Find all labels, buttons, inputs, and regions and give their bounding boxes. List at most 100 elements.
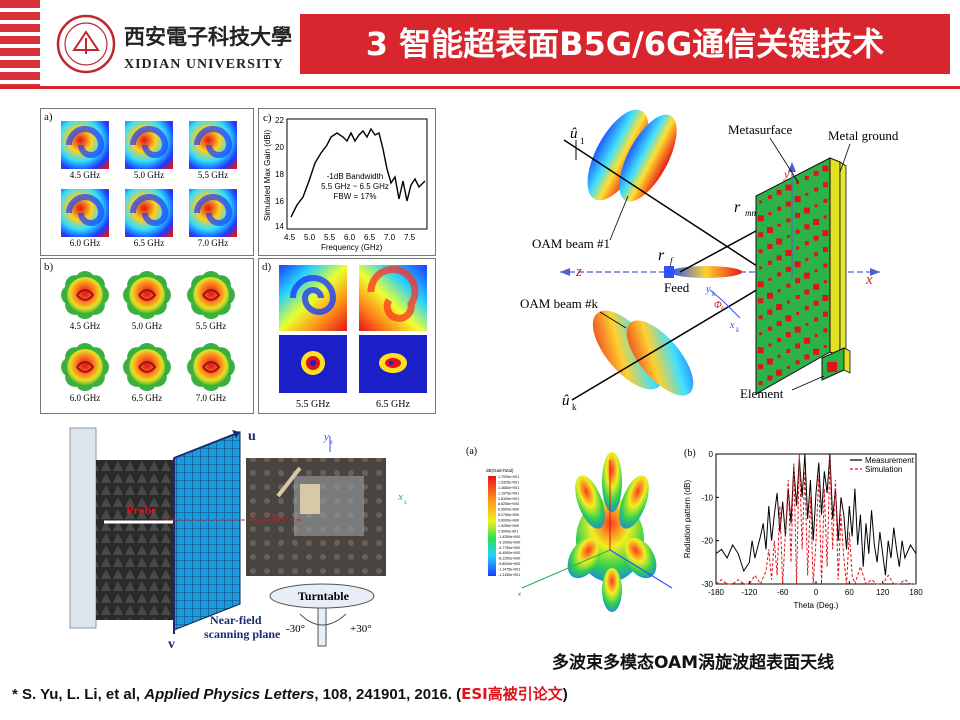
metasurface-element (823, 215, 827, 219)
element-label: Element (740, 386, 784, 401)
feed-label: Feed (664, 280, 690, 295)
metasurface-element (786, 365, 790, 369)
gain-plot: c) 22 20 18 16 14 4.5 5.0 5.5 6.0 6.5 7.0 7.5 Freq… (263, 112, 428, 252)
svg-text:dB(GainTotal): dB(GainTotal) (486, 468, 514, 473)
x-tick-label: 180 (909, 588, 923, 597)
svg-text:=3m: =3m (263, 511, 284, 523)
svg-text:5.5: 5.5 (324, 233, 336, 242)
metasurface-element (814, 334, 818, 338)
panel-d-label: d) (262, 261, 272, 273)
colorbar-tick: 1.7000e+001 (498, 475, 519, 479)
metasurface-element (786, 283, 791, 288)
metasurface-element (822, 246, 828, 252)
antenna-caption: 多波束多模态OAM涡旋波超表面天线 (552, 653, 835, 673)
colorbar-tick: 1.9250e+000 (498, 524, 519, 528)
y-tick-label: 0 (709, 450, 714, 459)
svg-text:scanning plane: scanning plane (204, 627, 281, 641)
metasurface-element (785, 249, 792, 256)
metasurface-element (786, 349, 791, 354)
metasurface-element (795, 278, 801, 284)
metasurface-element (785, 201, 791, 207)
x-axis-label: Theta (Deg.) (794, 601, 839, 610)
panel-d-near-field: d) 5.5 GHz 6.5 GHz (258, 258, 436, 414)
metasurface-element (767, 309, 773, 315)
svg-text:FBW = 17%: FBW = 17% (334, 192, 377, 201)
panel-b-3d-patterns: b) 4.5 GHz 5.0 GHz 5.5 GHz 6.0 GHz 6.5 GHz 7.… (40, 258, 254, 414)
metasurface-element (766, 226, 773, 233)
svg-text:5.5 GHz ~ 6.5 GHz: 5.5 GHz ~ 6.5 GHz (321, 182, 389, 191)
phase-map-caption: 6.0 GHz (70, 238, 101, 248)
colorbar-tick: -8.1250e+000 (498, 557, 520, 561)
reference-citation: * S. Yu, L. Li, et al, Applied Physics L… (12, 685, 568, 703)
colorbar-tick: 8.6250e+000 (498, 502, 519, 506)
phase-map-caption: 5.5 GHz (198, 170, 229, 180)
svg-text:z: z (251, 511, 257, 523)
panel-c-label: c) (263, 112, 272, 124)
pattern-3d-label: (a) (466, 446, 477, 457)
metasurface-element (776, 255, 782, 261)
metasurface-element (768, 212, 772, 216)
svg-text:-1dB Bandwidth: -1dB Bandwidth (327, 172, 383, 181)
svg-text:r: r (734, 199, 741, 216)
colorbar-tick: 6.9500e+000 (498, 508, 519, 512)
metasurface-element (767, 260, 772, 265)
pattern-blob (567, 452, 657, 612)
metasurface-element (785, 266, 791, 272)
svg-text:s: s (330, 438, 333, 446)
svg-text:y: y (783, 167, 790, 181)
header-divider (0, 86, 960, 89)
metasurface-element (804, 176, 809, 181)
metasurface-element (795, 360, 800, 365)
metasurface-element (822, 230, 829, 237)
metasurface-element (777, 223, 781, 227)
pattern-caption: 5.0 GHz (132, 321, 163, 331)
x-tick-label: 0 (814, 588, 819, 597)
metasurface-element (767, 195, 772, 200)
svg-text:4.5: 4.5 (284, 233, 296, 242)
series-line (715, 453, 917, 576)
series-line (715, 453, 916, 586)
svg-text:22: 22 (275, 116, 284, 125)
svg-text:6.0: 6.0 (344, 233, 356, 242)
colorbar-tick: -1.3150e+001 (498, 573, 520, 577)
metasurface-element (814, 204, 818, 208)
svg-text:14: 14 (275, 222, 284, 231)
svg-text:-30°: -30° (286, 623, 305, 635)
svg-text:5.0: 5.0 (304, 233, 316, 242)
panel-c-gain-chart: c) 22 20 18 16 14 4.5 5.0 5.5 6.0 6.5 7.0 7.5 Freq… (258, 108, 436, 256)
colorbar-tick: -4.7750e+000 (498, 546, 520, 550)
colorbar-tick: 1.0300e+001 (498, 497, 519, 501)
metasurface-element (758, 298, 764, 304)
svg-text:x: x (865, 272, 873, 288)
oam-beam-1-label: OAM beam #1 (532, 236, 610, 251)
metasurface-element (786, 218, 791, 223)
metasurface-element (804, 224, 810, 230)
metasurface-element (803, 207, 810, 214)
metasurface-element (777, 272, 782, 277)
metasurface-element (758, 249, 763, 254)
gain-xlabel: Frequency (GHz) (321, 243, 383, 252)
svg-text:f: f (670, 256, 674, 266)
metasurface-element (823, 345, 827, 349)
metasurface-element (777, 289, 781, 293)
colorbar-tick: -1.1475e+001 (498, 568, 520, 572)
svg-text:6.5 GHz: 6.5 GHz (376, 399, 410, 410)
metasurface-element (813, 300, 819, 306)
pattern-3d-small (61, 343, 109, 391)
absorber-wall (96, 460, 174, 620)
metasurface-element (768, 277, 772, 281)
metasurface-element (758, 232, 764, 238)
x-tick-label: 120 (876, 588, 890, 597)
metasurface-element (786, 300, 790, 304)
colorbar (488, 476, 496, 576)
svg-text:18: 18 (275, 170, 284, 179)
pattern-caption: 5.5 GHz (196, 321, 227, 331)
metasurface-element (758, 364, 764, 370)
pattern-3d-small (123, 271, 171, 319)
svg-text:mn: mn (745, 208, 756, 218)
colorbar-tick: -3.1000e+000 (498, 540, 520, 544)
metasurface-element (804, 354, 810, 360)
metasurface-element (759, 200, 763, 204)
pattern-3d-small (61, 271, 109, 319)
pattern-caption: 6.5 GHz (132, 393, 163, 403)
